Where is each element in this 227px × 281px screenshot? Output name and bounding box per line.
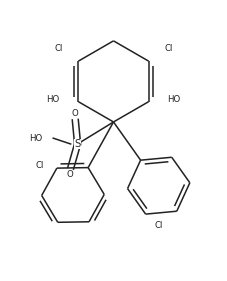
Text: Cl: Cl — [54, 44, 63, 53]
Text: HO: HO — [167, 95, 180, 104]
Text: Cl: Cl — [36, 161, 44, 170]
Text: HO: HO — [30, 134, 43, 143]
Text: HO: HO — [47, 95, 60, 104]
Text: S: S — [74, 139, 81, 149]
Text: O: O — [66, 170, 73, 179]
Text: Cl: Cl — [164, 44, 173, 53]
Text: Cl: Cl — [155, 221, 163, 230]
Text: O: O — [72, 109, 79, 118]
